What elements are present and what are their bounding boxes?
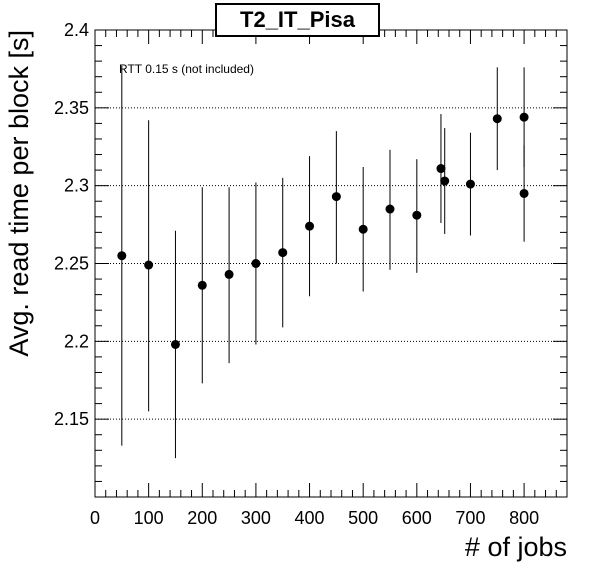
data-point [436,164,446,174]
data-point [144,260,154,270]
data-point [385,204,395,214]
y-tick-label: 2.2 [64,331,89,351]
data-point [278,248,288,258]
x-tick-label: 600 [402,508,432,528]
data-point [331,192,341,202]
chart-title-box: T2_IT_Pisa [215,3,380,37]
y-tick-label: 2.35 [54,98,89,118]
data-point [465,179,475,189]
x-tick-label: 800 [509,508,539,528]
data-point [117,251,127,261]
x-tick-label: 300 [241,508,271,528]
data-point [251,259,261,268]
data-point [358,224,368,234]
x-tick-label: 0 [90,508,100,528]
x-tick-label: 700 [455,508,485,528]
x-tick-label: 500 [348,508,378,528]
data-point [197,280,207,290]
y-axis-label: Avg. read time per block [s] [4,30,34,357]
data-point [224,269,234,279]
data-point [170,339,180,349]
chart-annotation: RTT 0.15 s (not included) [119,62,254,76]
y-tick-label: 2.3 [64,176,89,196]
data-point [440,176,450,186]
data-layer [117,65,529,459]
x-tick-label: 100 [134,508,164,528]
data-point [519,112,529,122]
data-point [519,188,529,198]
y-tick-label: 2.4 [64,20,89,40]
plot-frame [94,29,568,498]
grid-layer [95,29,567,420]
ticks-layer: 2.15 2.2 2.25 2.3 2.35 2.4 0 100 200 300 400 500 600… [54,20,568,528]
y-tick-label: 2.25 [54,254,89,274]
y-tick-label: 2.15 [54,409,89,429]
x-axis-label: # of jobs [465,532,567,562]
chart-title: T2_IT_Pisa [240,7,355,32]
data-point [492,114,502,124]
data-point [412,210,422,220]
x-tick-label: 200 [187,508,217,528]
data-point [305,221,315,231]
x-tick-label: 400 [295,508,325,528]
